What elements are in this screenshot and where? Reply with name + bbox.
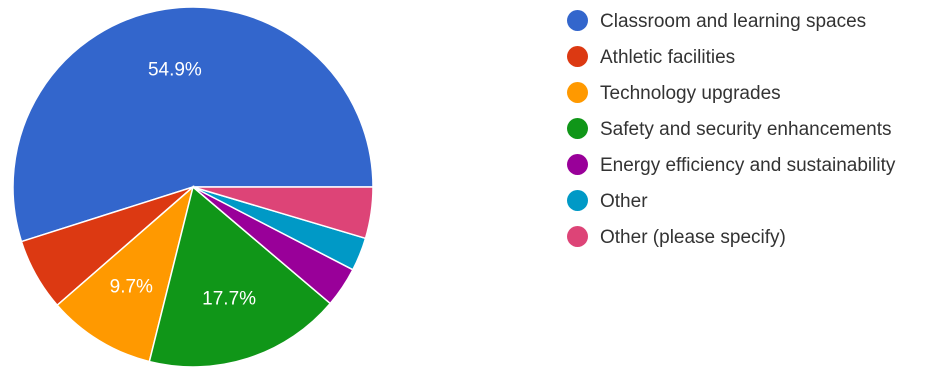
pie-slice-3[interactable] — [148, 185, 332, 367]
pie-slice-0[interactable] — [12, 6, 374, 243]
pie-slice-6[interactable] — [192, 186, 374, 240]
legend-swatch — [567, 226, 588, 247]
legend-label: Energy efficiency and sustainability — [600, 155, 896, 176]
legend-label: Athletic facilities — [600, 47, 736, 68]
legend-item[interactable]: Classroom and learning spaces — [567, 8, 939, 36]
pie-slice-2[interactable] — [56, 184, 195, 363]
pie-chart: 54.9% 9.7% 17.7% — [0, 0, 420, 367]
legend-label: Safety and security enhancements — [600, 119, 892, 140]
pie-chart-svg: 54.9% 9.7% 17.7% — [12, 6, 374, 367]
legend-item[interactable]: Athletic facilities — [567, 44, 939, 72]
legend-item[interactable]: Technology upgrades — [567, 80, 939, 108]
legend-swatch — [567, 46, 588, 67]
legend-label: Classroom and learning spaces — [600, 11, 867, 32]
slice-data-label-0: 54.9% — [148, 59, 202, 80]
legend-swatch — [567, 118, 588, 139]
legend-label: Technology upgrades — [600, 83, 781, 104]
legend-swatch — [567, 10, 588, 31]
legend-label: Other — [600, 191, 648, 212]
legend-swatch — [567, 190, 588, 211]
chart-legend: Classroom and learning spaces Athletic fa… — [567, 8, 939, 260]
legend-item[interactable]: Other (please specify) — [567, 224, 939, 252]
legend-swatch — [567, 82, 588, 103]
slice-data-label-2: 9.7% — [110, 277, 153, 298]
legend-item[interactable]: Other — [567, 188, 939, 216]
legend-swatch — [567, 154, 588, 175]
legend-label: Other (please specify) — [600, 227, 786, 248]
legend-item[interactable]: Energy efficiency and sustainability — [567, 152, 939, 180]
slice-data-label-3: 17.7% — [202, 288, 256, 309]
legend-item[interactable]: Safety and security enhancements — [567, 116, 939, 144]
